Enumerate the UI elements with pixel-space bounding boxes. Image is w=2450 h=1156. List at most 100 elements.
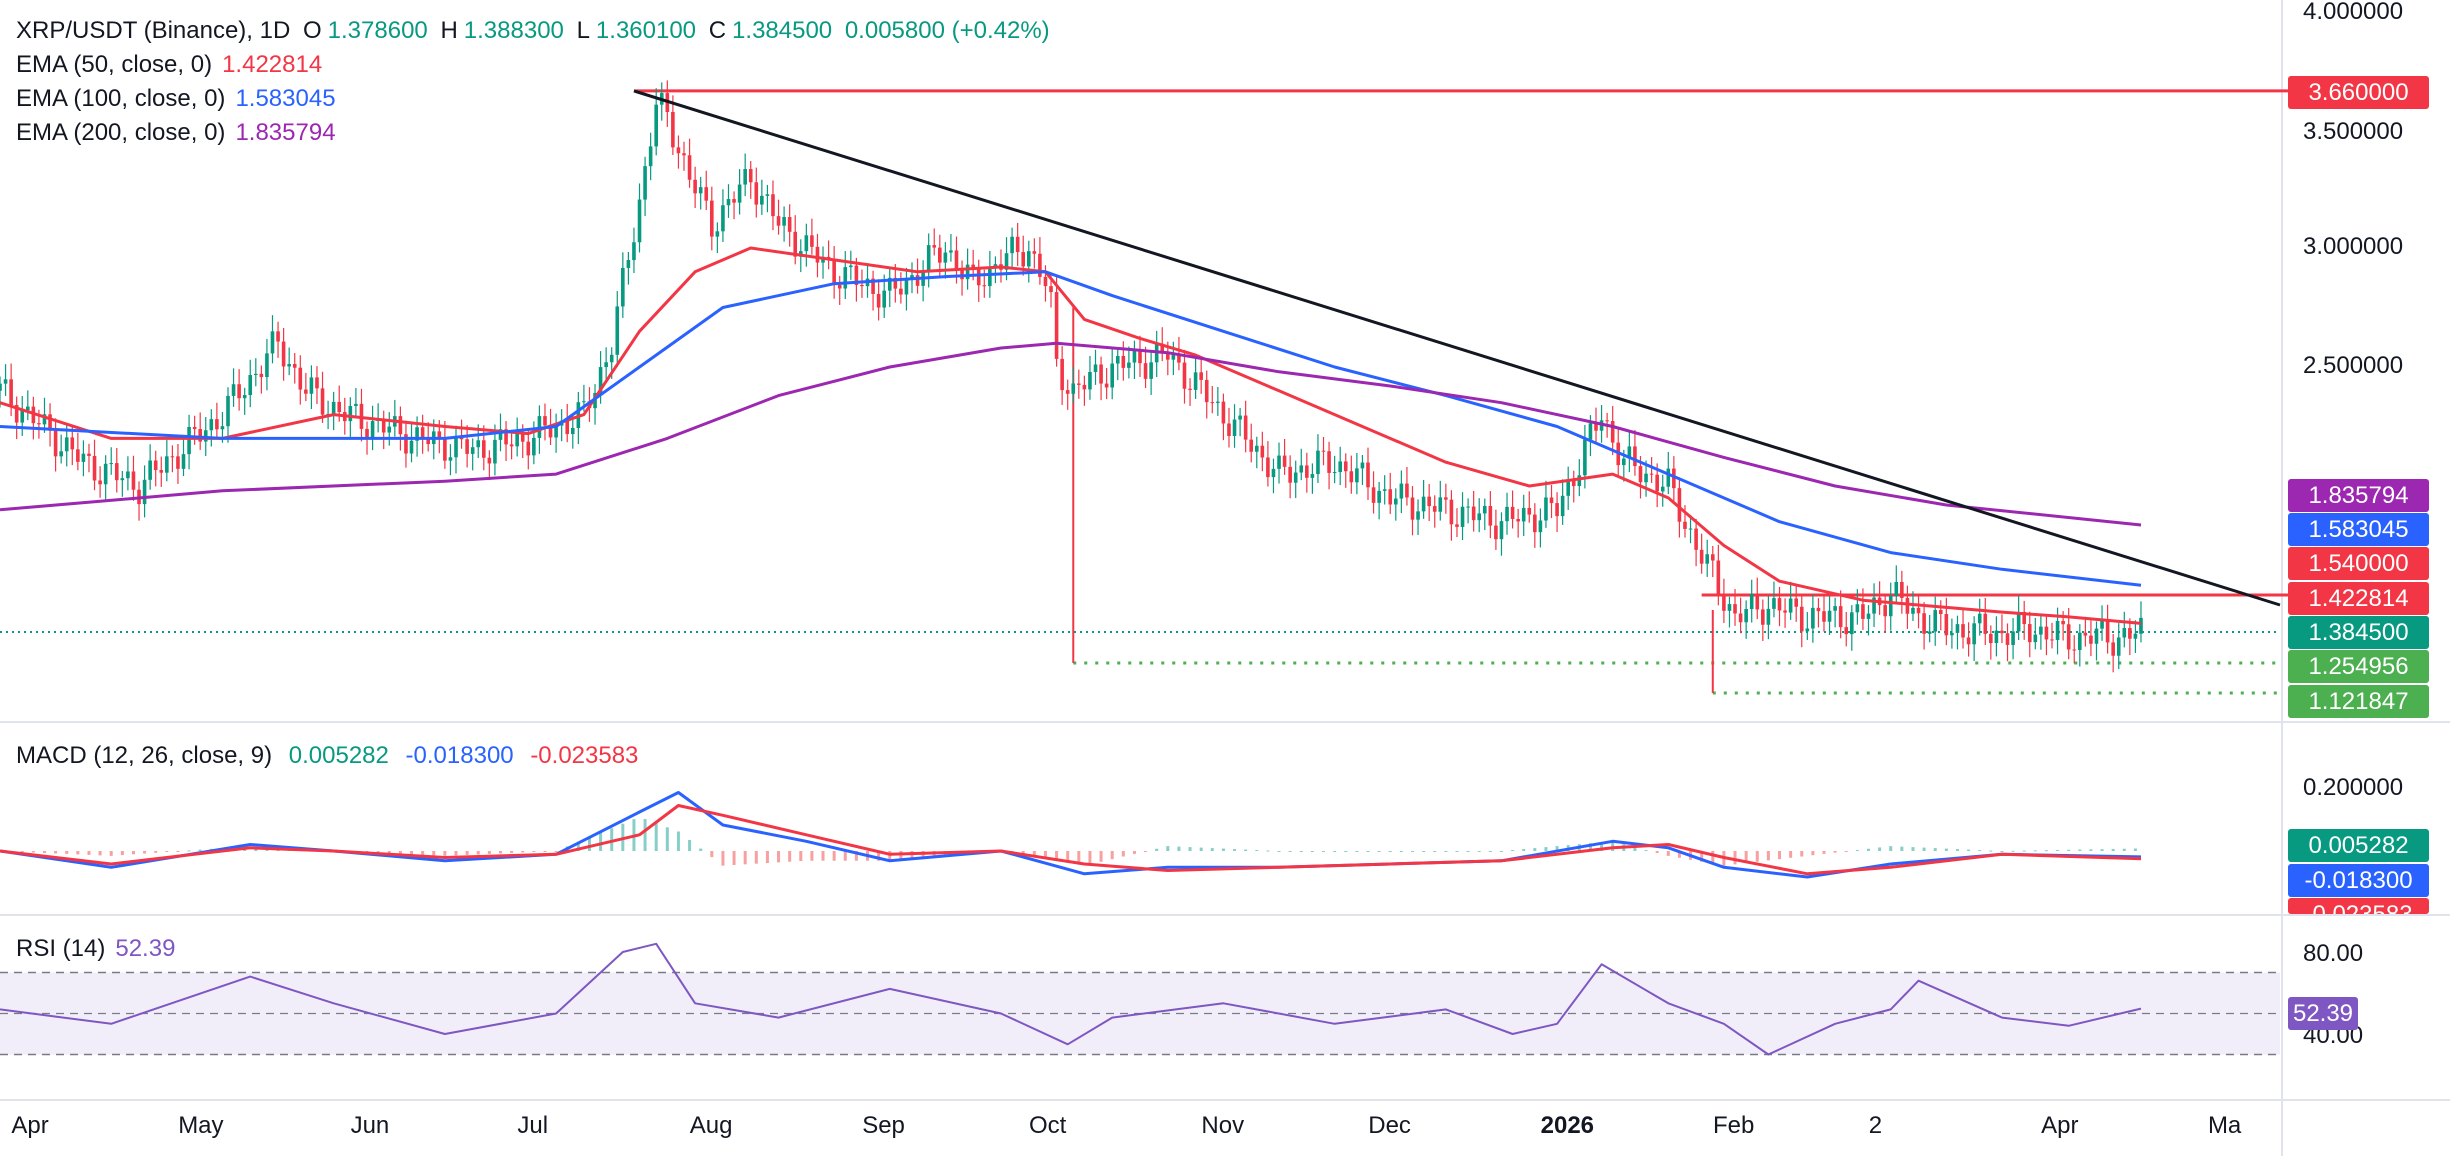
candle-body xyxy=(1360,462,1365,469)
candle-body xyxy=(1783,610,1787,613)
candle-body xyxy=(860,284,864,287)
candle-body xyxy=(120,478,125,481)
candle-body xyxy=(1071,383,1076,394)
candle-body xyxy=(1755,593,1760,610)
candle-body xyxy=(1521,507,1526,522)
candle-body xyxy=(954,250,959,270)
candle-body xyxy=(698,187,703,194)
candle-body xyxy=(1305,465,1309,478)
macd-histogram-bar xyxy=(421,851,425,855)
candle-body xyxy=(1510,506,1515,519)
time-axis-label: Nov xyxy=(1201,1112,1245,1139)
candle-body xyxy=(938,247,942,263)
candle-body xyxy=(26,406,30,411)
macd-histogram-bar xyxy=(843,851,847,861)
candle-body xyxy=(754,182,759,205)
macd-histogram-bar xyxy=(1477,851,1481,852)
candle-body xyxy=(348,406,353,422)
candle-body xyxy=(315,377,319,389)
candle-body xyxy=(1104,383,1109,388)
candle-body xyxy=(1911,607,1915,614)
macd-histogram-bar xyxy=(1911,847,1915,851)
macd-histogram-bar xyxy=(1822,851,1826,854)
macd-histogram-bar xyxy=(1032,851,1036,857)
time-axis-label: Sep xyxy=(862,1112,905,1139)
candle-body xyxy=(298,367,303,390)
candle-body xyxy=(1977,613,1982,624)
candle-body xyxy=(254,373,258,376)
candle-body xyxy=(337,401,342,413)
macd-histogram-bar xyxy=(1700,851,1704,862)
candle-body xyxy=(621,267,625,307)
candle-body xyxy=(1816,607,1821,612)
candle-body xyxy=(1182,362,1187,389)
candle-body xyxy=(1143,363,1148,379)
candle-body xyxy=(1271,468,1276,478)
candle-body xyxy=(242,395,247,399)
macd-histogram-bar xyxy=(387,851,391,854)
candle-body xyxy=(648,146,653,167)
candle-body xyxy=(1838,606,1843,628)
candle-body xyxy=(1505,506,1509,522)
candle-body xyxy=(1171,353,1176,360)
candle-body xyxy=(64,437,69,452)
ema200-label: EMA (200, close, 0) xyxy=(16,119,226,146)
macd-histogram-bar xyxy=(198,849,202,851)
candle-body xyxy=(203,430,208,442)
close-value: 1.384500 xyxy=(732,17,833,44)
time-axis-label: 2026 xyxy=(1540,1112,1595,1139)
candle-body xyxy=(2050,639,2054,641)
macd-histogram-bar xyxy=(1299,851,1303,852)
candle-body xyxy=(1321,450,1326,452)
candle-body xyxy=(1149,362,1153,379)
candle-body xyxy=(3,379,8,384)
candle-body xyxy=(153,460,158,471)
macd-histogram-bar xyxy=(131,851,135,855)
candle-body xyxy=(1533,514,1537,533)
time-axis-label: Oct xyxy=(1029,1112,1067,1139)
candle-body xyxy=(1761,609,1765,625)
macd-histogram-bar xyxy=(576,841,580,851)
candle-body xyxy=(1455,524,1459,527)
macd-histogram-bar xyxy=(1666,851,1670,856)
macd-histogram-bar xyxy=(187,850,191,852)
candle-body xyxy=(1043,276,1048,287)
macd-histogram-bar xyxy=(1121,851,1125,857)
candle-body xyxy=(448,457,453,461)
candle-body xyxy=(437,431,442,438)
candle-body xyxy=(292,363,297,368)
macd-histogram-bar xyxy=(398,851,402,854)
macd-histogram-bar xyxy=(1066,851,1070,863)
candle-body xyxy=(1772,598,1776,609)
candle-body xyxy=(804,235,809,252)
candle-body xyxy=(1744,609,1748,623)
low-value: 1.360100 xyxy=(595,17,697,44)
candle-body xyxy=(782,217,786,226)
macd-histogram-bar xyxy=(1544,847,1548,851)
candle-body xyxy=(1733,604,1737,614)
candle-body xyxy=(76,449,80,462)
candle-body xyxy=(1038,253,1042,277)
rsi-line xyxy=(0,942,2142,1056)
macd-histogram-bar xyxy=(1855,850,1859,852)
candle-body xyxy=(1494,525,1498,540)
candle-body xyxy=(1466,506,1470,508)
candle-body xyxy=(1927,631,1932,634)
candle-body xyxy=(2039,626,2043,635)
candle-body xyxy=(92,455,97,481)
macd-histogram-bar xyxy=(643,818,647,851)
candle-body xyxy=(554,425,558,438)
candle-body xyxy=(404,434,408,454)
time-axis-label: Jun xyxy=(350,1112,390,1139)
candle-body xyxy=(1866,613,1871,619)
candle-body xyxy=(509,444,514,447)
candle-body xyxy=(1738,613,1743,623)
candle-body xyxy=(237,384,241,399)
candle-body xyxy=(1388,489,1393,505)
macd-histogram-bar xyxy=(832,851,836,861)
time-axis-label: 2 xyxy=(1868,1112,1883,1139)
macd-histogram-bar xyxy=(1644,850,1648,852)
time-axis-label: Aug xyxy=(689,1112,733,1139)
candle-body xyxy=(570,427,575,435)
